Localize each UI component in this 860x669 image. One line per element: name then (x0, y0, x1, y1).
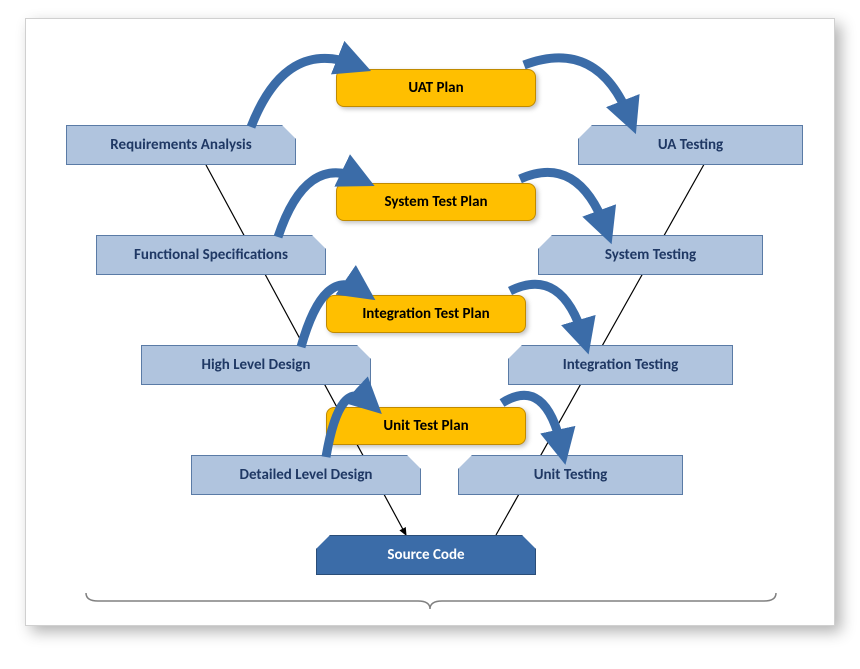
right-box-label: UA Testing (658, 136, 723, 154)
source-code-label: Source Code (387, 546, 464, 564)
left-box-label: Functional Specifications (134, 246, 288, 264)
right-box-unit-testing: Unit Testing (458, 455, 683, 495)
plan-box-integration-test: Integration Test Plan (326, 295, 526, 333)
left-box-detailed-design: Detailed Level Design (191, 455, 421, 495)
left-box-label: Detailed Level Design (240, 466, 373, 484)
bottom-brace (86, 593, 776, 609)
right-box-ua-testing: UA Testing (578, 125, 803, 165)
plan-box-label: System Test Plan (384, 193, 487, 211)
right-box-label: System Testing (605, 246, 696, 264)
left-box-functional-spec: Functional Specifications (96, 235, 326, 275)
arrow-uat-plan-to-ua-testing (524, 58, 630, 119)
right-box-label: Unit Testing (534, 466, 608, 484)
left-box-high-level-design: High Level Design (141, 345, 371, 385)
right-box-integration-testing: Integration Testing (508, 345, 733, 385)
plan-box-label: Integration Test Plan (362, 305, 489, 323)
plan-box-system-test: System Test Plan (336, 183, 536, 221)
right-box-label: Integration Testing (563, 356, 679, 374)
left-box-requirements: Requirements Analysis (66, 125, 296, 165)
diagram-frame: Requirements Analysis Functional Specifi… (25, 18, 835, 626)
plan-box-uat: UAT Plan (336, 69, 536, 107)
right-box-system-testing: System Testing (538, 235, 763, 275)
source-code-box: Source Code (316, 535, 536, 575)
plan-box-unit-test: Unit Test Plan (326, 407, 526, 445)
left-box-label: Requirements Analysis (110, 136, 251, 154)
plan-box-label: UAT Plan (408, 79, 463, 97)
plan-box-label: Unit Test Plan (383, 417, 468, 435)
left-box-label: High Level Design (202, 356, 311, 374)
